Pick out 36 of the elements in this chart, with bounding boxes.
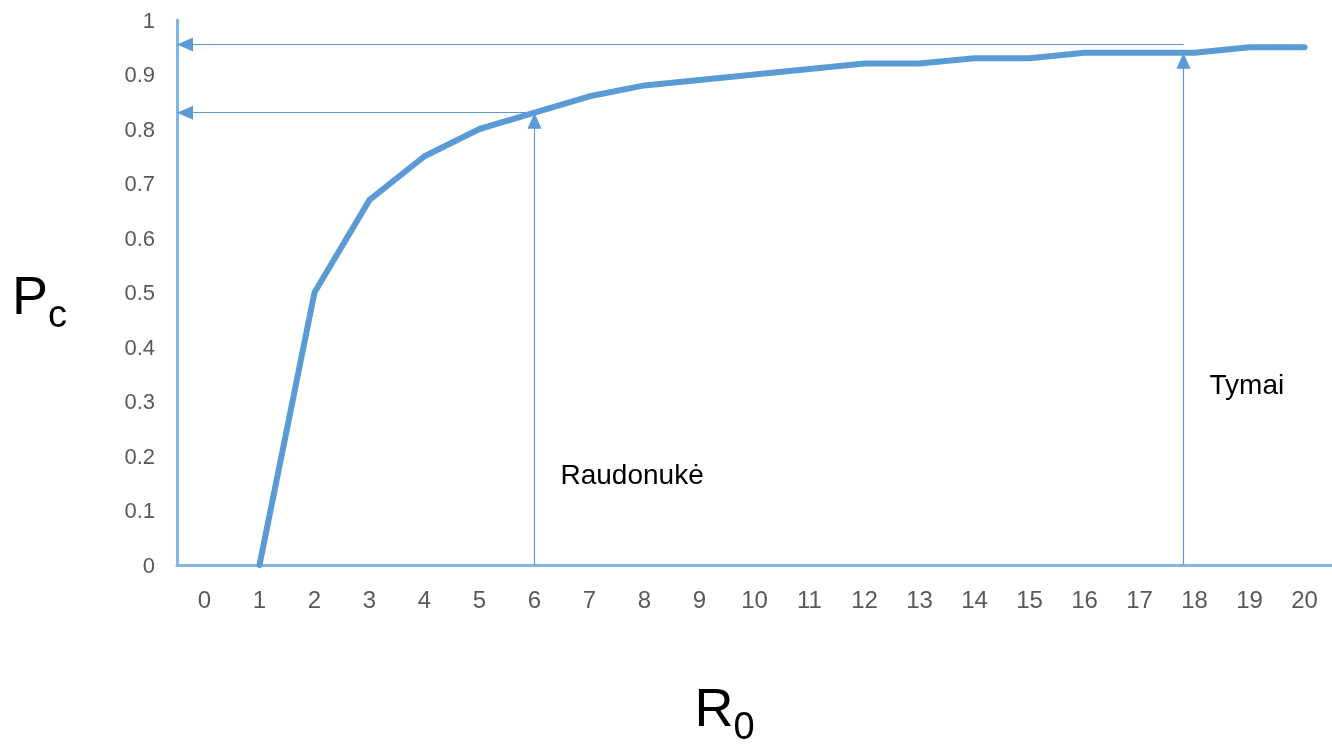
ref-line-label: Tymai [1209, 369, 1285, 400]
y-tick-label: 0.6 [124, 225, 155, 251]
x-axis-title: R$_{0}$ [694, 676, 755, 747]
x-tick-label: 11 [797, 585, 822, 613]
x-tick-label: 10 [741, 585, 768, 613]
x-tick-label: 16 [1071, 585, 1098, 613]
y-tick-label: 0.9 [124, 62, 155, 87]
x-tick-label: 7 [582, 585, 597, 613]
x-tick-label: 3 [362, 585, 377, 613]
y-tick-label: 0 [142, 552, 155, 578]
y-tick-label: 0.1 [124, 498, 155, 523]
x-tick-label: 13 [906, 585, 933, 613]
x-tick-label: 15 [1016, 585, 1043, 613]
x-tick-label: 14 [961, 585, 988, 613]
x-tick-label: 20 [1291, 585, 1318, 613]
y-tick-label: 1 [142, 7, 155, 33]
x-tick-label: 6 [527, 585, 542, 613]
y-tick-label: 0.7 [124, 171, 155, 196]
y-tick-label: 0.4 [124, 334, 155, 360]
y-axis-title: P$_{c}$ [12, 264, 68, 335]
x-tick-label: 8 [637, 585, 652, 613]
x-tick-label: 2 [307, 585, 322, 613]
y-tick-label: 0.3 [124, 389, 155, 414]
x-tick-label: 4 [417, 585, 432, 613]
x-tick-label: 9 [692, 585, 707, 613]
x-tick-label: 19 [1236, 585, 1263, 613]
y-tick-label: 0.2 [124, 443, 155, 469]
x-tick-label: 0 [197, 585, 212, 613]
y-tick-label: 0.5 [124, 280, 155, 305]
x-tick-label: 12 [851, 585, 878, 613]
x-tick-label: 17 [1126, 585, 1153, 613]
x-tick-label: 5 [472, 585, 487, 613]
x-tick-label: 1 [252, 585, 267, 613]
ref-line-label: Raudonukė [560, 459, 704, 490]
y-tick-label: 0.8 [124, 116, 155, 142]
x-tick-label: 18 [1181, 585, 1208, 613]
